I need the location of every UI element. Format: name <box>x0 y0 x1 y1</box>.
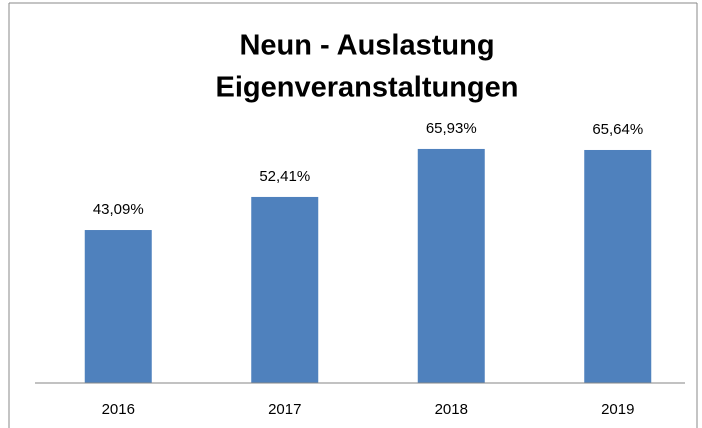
chart-title: Neun - Auslastung <box>239 30 494 62</box>
bar <box>584 149 652 383</box>
x-tick-label: 2016 <box>102 401 135 418</box>
chart-title: Eigenveranstaltungen <box>216 72 519 104</box>
bar <box>417 148 485 383</box>
x-tick-label: 2018 <box>435 401 468 418</box>
data-label: 52,41% <box>259 168 310 185</box>
data-label: 65,64% <box>592 121 643 138</box>
data-label: 65,93% <box>426 120 477 137</box>
data-label: 43,09% <box>93 201 144 218</box>
x-tick-label: 2017 <box>268 401 301 418</box>
x-tick-label: 2019 <box>601 401 634 418</box>
bar <box>251 196 319 383</box>
bar <box>84 230 152 383</box>
